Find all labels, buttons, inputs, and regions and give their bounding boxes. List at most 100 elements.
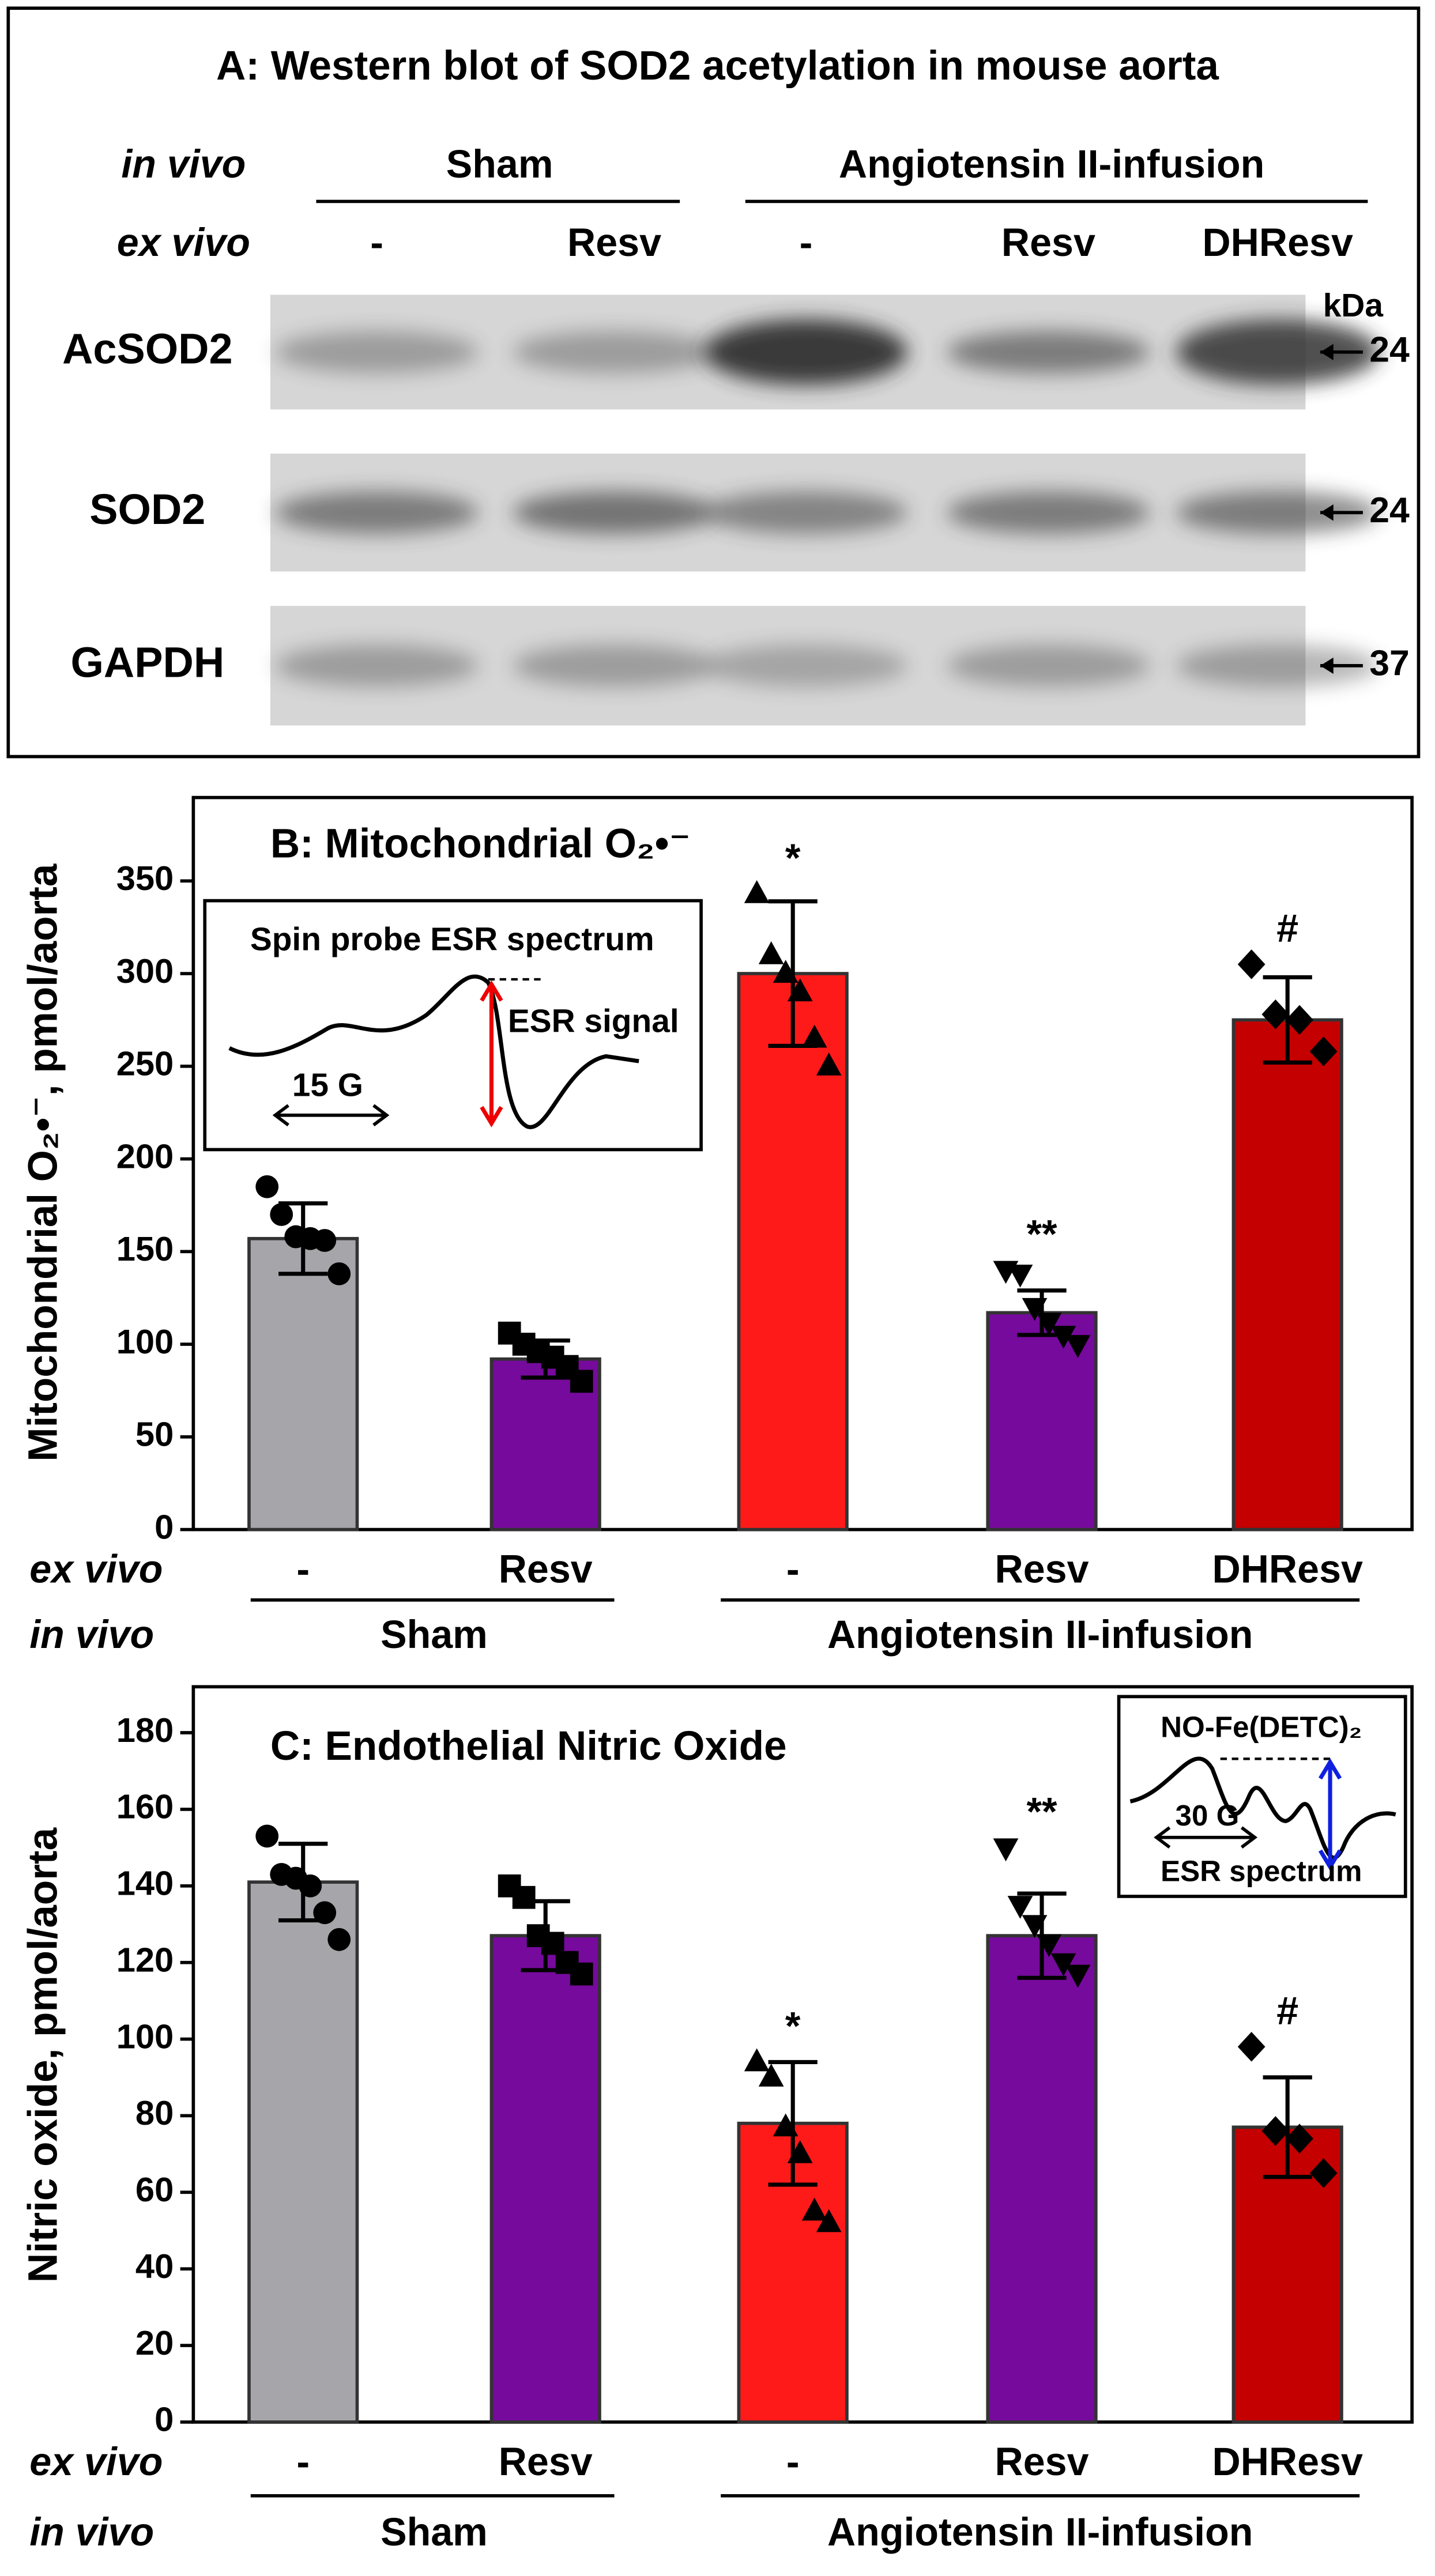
data-point [255, 1824, 279, 1848]
error-bar [768, 2060, 818, 2187]
group-label: Angiotensin II-infusion [827, 1613, 1253, 1657]
band [275, 644, 479, 687]
row-label: SOD2 [89, 485, 205, 533]
y-tick-label: 20 [135, 2324, 174, 2362]
data-point [787, 978, 813, 1002]
y-tick-label: 100 [116, 1322, 174, 1361]
kda-label: kDa [1323, 288, 1384, 324]
y-axis-label: Mitochondrial O₂•⁻, pmol/aorta [20, 863, 66, 1461]
data-point [1286, 1005, 1313, 1035]
y-tick-label: 80 [135, 2094, 174, 2132]
data-point [512, 1885, 536, 1909]
data-point [1309, 1036, 1338, 1066]
x-tick-label: - [296, 2440, 310, 2484]
band [1176, 319, 1380, 385]
bar [489, 1934, 601, 2424]
y-tick-label: 140 [116, 1864, 174, 1903]
x-tick-label: DHResv [1212, 2440, 1363, 2484]
data-point [313, 1901, 337, 1925]
data-point [744, 880, 770, 903]
y-tick-label: 160 [116, 1787, 174, 1826]
chart-title: C: Endothelial Nitric Oxide [270, 1723, 787, 1769]
band [947, 644, 1150, 687]
marker-label: 24 [1369, 490, 1410, 530]
data-point [1036, 1934, 1062, 1958]
marker-arrowhead [1320, 344, 1334, 361]
inset-scale: 30 G [1176, 1799, 1240, 1832]
y-tick-label: 250 [116, 1044, 174, 1083]
group-label: Angiotensin II-infusion [827, 2510, 1253, 2554]
group-label: Sham [381, 2510, 488, 2554]
inset-title: Spin probe ESR spectrum [250, 922, 654, 958]
blot-title: A: Western blot of SOD2 acetylation in m… [216, 43, 1219, 89]
row-label: ex vivo [29, 1547, 163, 1591]
y-tick-label: 180 [116, 1711, 174, 1749]
band [275, 491, 479, 534]
data-point [1261, 2116, 1290, 2146]
row-label: in vivo [29, 2510, 154, 2554]
panel-a-frame [6, 6, 1421, 759]
x-tick-label: - [296, 1547, 310, 1591]
data-point [1065, 1335, 1091, 1358]
row-label: ex vivo [29, 2440, 163, 2484]
inset-title: NO-Fe(DETC)₂ [1161, 1711, 1362, 1744]
lane-label: - [370, 221, 383, 265]
inset-frame [1117, 1695, 1407, 1898]
annotation: * [785, 2005, 801, 2049]
y-tick-label: 0 [155, 1507, 174, 1546]
data-point [327, 1928, 351, 1951]
y-tick-label: 0 [155, 2400, 174, 2439]
band [1176, 644, 1380, 687]
band [947, 330, 1150, 374]
group-label: Sham [381, 1613, 488, 1657]
x-tick-label: Resv [995, 1547, 1089, 1591]
annotation: # [1276, 907, 1298, 951]
data-point [1261, 999, 1290, 1029]
bar [1231, 1018, 1343, 1532]
data-point [816, 2209, 842, 2232]
x-tick-label: DHResv [1212, 1547, 1363, 1591]
band [704, 644, 908, 687]
data-point [1022, 1298, 1048, 1321]
inset-signal: ESR spectrum [1161, 1855, 1362, 1888]
data-point [1309, 2158, 1338, 2188]
x-tick-label: - [786, 1547, 800, 1591]
data-point [327, 1262, 351, 1285]
x-tick-label: Resv [499, 2440, 593, 2484]
x-tick-label: Resv [995, 2440, 1089, 2484]
band [513, 491, 716, 534]
group-label: Angiotensin II-infusion [839, 142, 1264, 186]
annotation: ** [1027, 1790, 1058, 1834]
data-point [758, 941, 784, 964]
data-point [1050, 1953, 1076, 1977]
data-point [255, 1175, 279, 1198]
data-point [1237, 949, 1265, 979]
scale-arrow [272, 1104, 390, 1127]
group-label: Sham [446, 142, 553, 186]
y-tick-label: 350 [116, 859, 174, 897]
error-bar [1263, 2075, 1312, 2179]
data-point [570, 1962, 593, 1986]
inset-scale: 15 G [292, 1067, 363, 1103]
band [704, 319, 908, 385]
band [513, 330, 716, 374]
lane-label: DHResv [1202, 221, 1353, 265]
data-point [773, 960, 799, 983]
data-point [1050, 1326, 1076, 1349]
data-point [270, 1203, 293, 1226]
data-point [541, 1932, 564, 1955]
y-tick-label: 150 [116, 1229, 174, 1268]
y-tick-label: 50 [135, 1415, 174, 1454]
bar [247, 1880, 359, 2424]
y-axis-label: Nitric oxide, pmol/aorta [20, 1827, 66, 2283]
lane-label: Resv [567, 221, 661, 265]
data-point [801, 2197, 827, 2221]
x-tick-label: - [786, 2440, 800, 2484]
data-point [299, 1874, 322, 1898]
lane-label: Resv [1001, 221, 1095, 265]
y-tick-label: 120 [116, 1940, 174, 1979]
chart-title: B: Mitochondrial O₂•⁻ [270, 821, 691, 867]
data-point [758, 2064, 784, 2087]
x-tick-label: Resv [499, 1547, 593, 1591]
